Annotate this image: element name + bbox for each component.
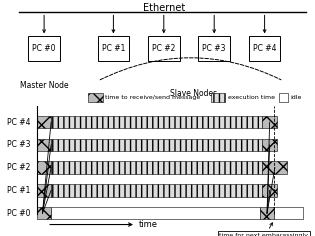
Text: PC #3: PC #3 [7,140,30,149]
Bar [98,36,129,61]
Text: Slave Nodes: Slave Nodes [170,89,217,98]
Bar [37,207,51,219]
Bar [262,139,277,151]
Bar [37,116,51,128]
Bar [51,139,262,151]
Bar [28,36,60,61]
Bar [279,93,288,102]
Bar [148,36,180,61]
Text: PC #4: PC #4 [7,118,30,127]
Text: PC #4: PC #4 [253,44,276,53]
Bar [37,161,51,174]
Text: time: time [139,220,158,229]
Text: PC #2: PC #2 [152,44,175,53]
Text: PC #2: PC #2 [7,163,30,172]
Text: PC #0: PC #0 [7,209,30,218]
Bar [249,36,280,61]
Text: time to receive/send message: time to receive/send message [105,95,200,101]
Text: Ethernet: Ethernet [143,3,185,13]
Bar [260,207,274,219]
Bar [88,93,103,102]
Bar [211,93,226,102]
Bar [262,161,287,174]
Text: time for next embarassingly
parallel computation cycle: time for next embarassingly parallel com… [220,223,308,236]
Bar [51,184,262,197]
Bar [262,184,277,197]
Text: PC #3: PC #3 [203,44,226,53]
Text: PC #1: PC #1 [102,44,125,53]
Bar [262,116,277,128]
Bar [274,207,303,219]
Text: Master Node: Master Node [20,81,68,90]
Text: idle: idle [290,95,301,101]
Text: PC #1: PC #1 [7,186,30,195]
Bar [51,116,262,128]
Bar [51,207,260,219]
Bar [37,184,51,197]
Bar [198,36,230,61]
Bar [37,139,51,151]
Bar [51,161,262,174]
Text: PC #0: PC #0 [32,44,56,53]
Text: execution time: execution time [228,95,275,101]
